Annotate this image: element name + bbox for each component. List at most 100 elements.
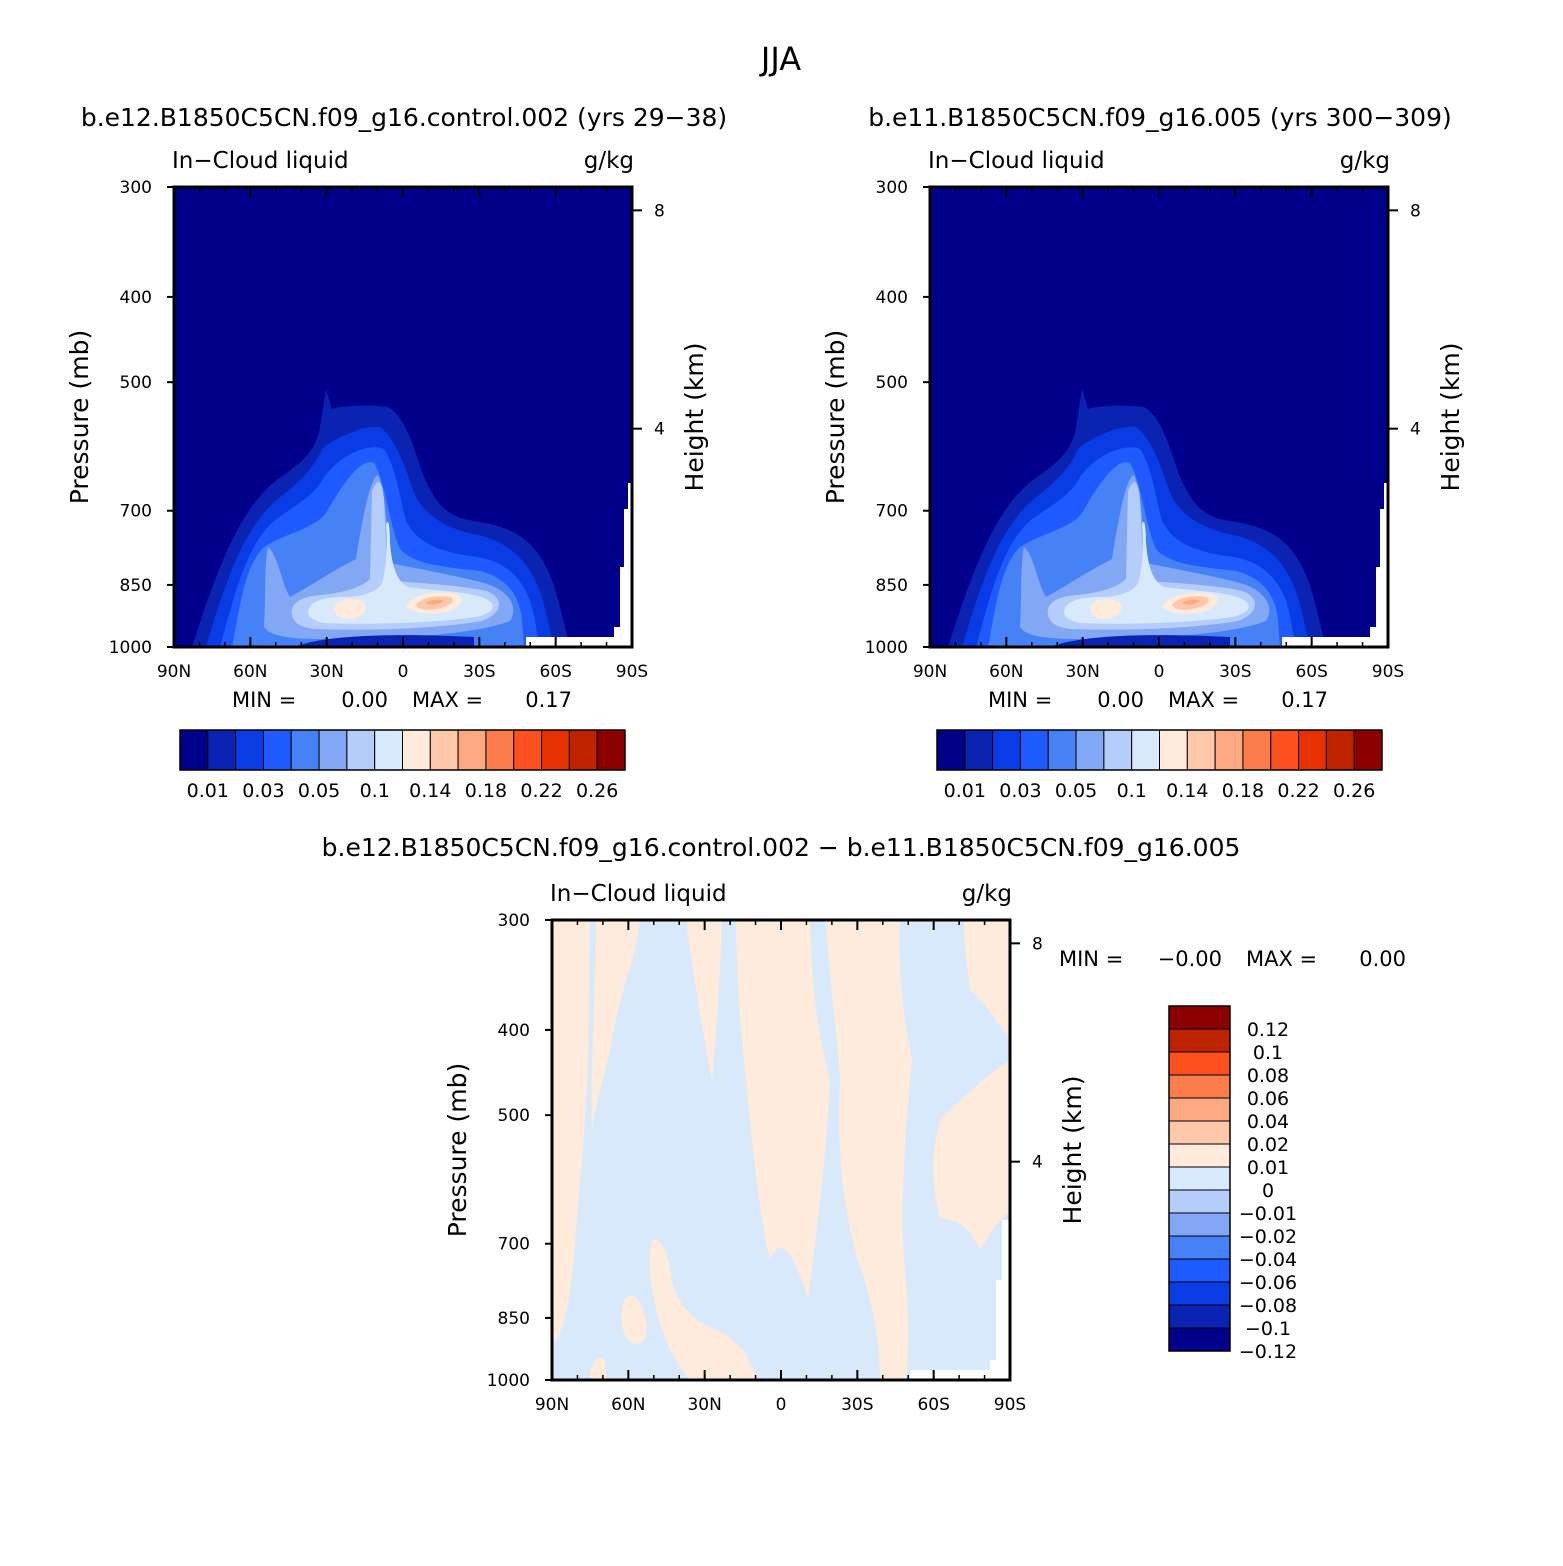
- colorbar-label: 0.01: [187, 780, 229, 802]
- height-tick-label: 4: [654, 420, 665, 440]
- x-tick-label: 60N: [611, 1395, 645, 1415]
- x-tick-label: 90S: [616, 662, 648, 682]
- panel-control: b.e12.B1850C5CN.f09_g16.control.002 (yrs…: [65, 103, 727, 802]
- colorbar-label: 0.1: [360, 780, 390, 802]
- panel-reference-max-value: 0.17: [1281, 688, 1328, 712]
- y-tick-label: 850: [876, 576, 908, 596]
- colorbar-label: 0.18: [465, 780, 507, 802]
- height-tick-label: 8: [654, 201, 665, 221]
- height-tick-label: 8: [1410, 201, 1421, 221]
- colorbar-box: [1169, 1259, 1230, 1282]
- colorbar-label: 0.14: [1166, 780, 1208, 802]
- x-tick-label: 30N: [687, 1395, 721, 1415]
- colorbar-box: [1020, 730, 1048, 770]
- colorbar-label: 0.03: [242, 780, 284, 802]
- x-tick-label: 0: [776, 1395, 787, 1415]
- colorbar-box: [569, 730, 597, 770]
- x-tick-label: 90S: [994, 1395, 1026, 1415]
- colorbar-box: [1076, 730, 1104, 770]
- panel-difference-colorbar: 0.120.10.080.060.040.020.010−0.01−0.02−0…: [1169, 1006, 1297, 1363]
- colorbar-label: 0.14: [409, 780, 451, 802]
- colorbar-box: [347, 730, 375, 770]
- y-tick-label: 700: [120, 502, 152, 522]
- panel-difference-max-label: MAX =: [1246, 947, 1317, 971]
- y-tick-label: 400: [498, 1021, 530, 1041]
- x-tick-label: 30S: [463, 662, 495, 682]
- panel-control-max-value: 0.17: [525, 688, 572, 712]
- colorbar-box: [291, 730, 319, 770]
- y-tick-label: 850: [498, 1309, 530, 1329]
- panel-control-ylabel: Pressure (mb): [65, 330, 94, 504]
- panel-control-max-label: MAX =: [412, 688, 483, 712]
- panel-control-units: g/kg: [584, 148, 634, 174]
- panel-difference-left-string: In−Cloud liquid: [550, 881, 727, 907]
- colorbar-label: −0.02: [1239, 1226, 1297, 1248]
- colorbar-box: [1169, 1052, 1230, 1075]
- panel-difference-min-label: MIN =: [1059, 947, 1123, 971]
- colorbar-box: [1169, 1213, 1230, 1236]
- colorbar-box: [597, 730, 625, 770]
- x-tick-label: 30N: [309, 662, 343, 682]
- figure: JJA b.e12.B1850C5CN.f09_g16.control.002 …: [0, 0, 1563, 1566]
- colorbar-box: [236, 730, 264, 770]
- colorbar-label: −0.01: [1239, 1203, 1297, 1225]
- x-tick-label: 30S: [841, 1395, 873, 1415]
- colorbar-box: [1169, 1328, 1230, 1351]
- height-tick-label: 8: [1032, 934, 1043, 954]
- panel-reference-units: g/kg: [1340, 148, 1390, 174]
- panel-reference-min-value: 0.00: [1097, 688, 1144, 712]
- x-tick-label: 60S: [917, 1395, 949, 1415]
- colorbar-box: [542, 730, 570, 770]
- x-tick-label: 90N: [157, 662, 191, 682]
- colorbar-box: [1169, 1006, 1230, 1029]
- y-tick-label: 1000: [109, 638, 152, 658]
- panel-reference-colorbar: 0.01 0.03 0.05 0.1 0.14 0.18 0.22 0.26: [937, 730, 1382, 802]
- colorbar-label: 0.26: [576, 780, 618, 802]
- colorbar-label: 0.1: [1253, 1042, 1283, 1064]
- colorbar-box: [1299, 730, 1327, 770]
- panel-difference-ylabel-right: Height (km): [1058, 1076, 1087, 1225]
- colorbar-label: 0.06: [1247, 1088, 1289, 1110]
- colorbar-box: [1271, 730, 1299, 770]
- panel-reference-max-label: MAX =: [1168, 688, 1239, 712]
- colorbar-label: 0.04: [1247, 1111, 1289, 1133]
- panel-reference-ylabel: Pressure (mb): [821, 330, 850, 504]
- panel-reference: b.e11.B1850C5CN.f09_g16.005 (yrs 300−309…: [821, 103, 1465, 802]
- y-tick-label: 500: [498, 1106, 530, 1126]
- colorbar-box: [514, 730, 542, 770]
- colorbar-box: [1169, 1144, 1230, 1167]
- y-tick-label: 500: [876, 373, 908, 393]
- x-tick-label: 60S: [539, 662, 571, 682]
- colorbar-box: [1132, 730, 1160, 770]
- x-tick-label: 60N: [233, 662, 267, 682]
- y-tick-label: 400: [120, 288, 152, 308]
- colorbar-box: [180, 730, 208, 770]
- colorbar-label: 0.08: [1247, 1065, 1289, 1087]
- y-tick-label: 850: [120, 576, 152, 596]
- colorbar-box: [1187, 730, 1215, 770]
- panel-difference-title: b.e12.B1850C5CN.f09_g16.control.002 − b.…: [322, 833, 1241, 862]
- panel-control-ylabel-right: Height (km): [680, 343, 709, 492]
- x-tick-label: 60S: [1295, 662, 1327, 682]
- panel-reference-contour-field: [930, 187, 1388, 647]
- x-tick-label: 90N: [913, 662, 947, 682]
- panel-difference-min-value: −0.00: [1158, 947, 1222, 971]
- panel-control-left-string: In−Cloud liquid: [172, 148, 349, 174]
- y-tick-label: 400: [876, 288, 908, 308]
- y-tick-label: 500: [120, 373, 152, 393]
- colorbar-label: 0: [1262, 1180, 1274, 1202]
- colorbar-label: 0.18: [1222, 780, 1264, 802]
- colorbar-box: [1048, 730, 1076, 770]
- colorbar-label: 0.26: [1333, 780, 1375, 802]
- colorbar-box: [1169, 1282, 1230, 1305]
- colorbar-box: [1169, 1167, 1230, 1190]
- panel-reference-ylabel-right: Height (km): [1436, 343, 1465, 492]
- panel-difference: b.e12.B1850C5CN.f09_g16.control.002 − b.…: [322, 833, 1406, 1415]
- colorbar-label: −0.1: [1245, 1318, 1291, 1340]
- y-tick-label: 1000: [865, 638, 908, 658]
- colorbar-label: 0.05: [298, 780, 340, 802]
- colorbar-box: [1160, 730, 1188, 770]
- colorbar-label: 0.05: [1055, 780, 1097, 802]
- panel-difference-max-value: 0.00: [1359, 947, 1406, 971]
- colorbar-label: −0.08: [1239, 1295, 1297, 1317]
